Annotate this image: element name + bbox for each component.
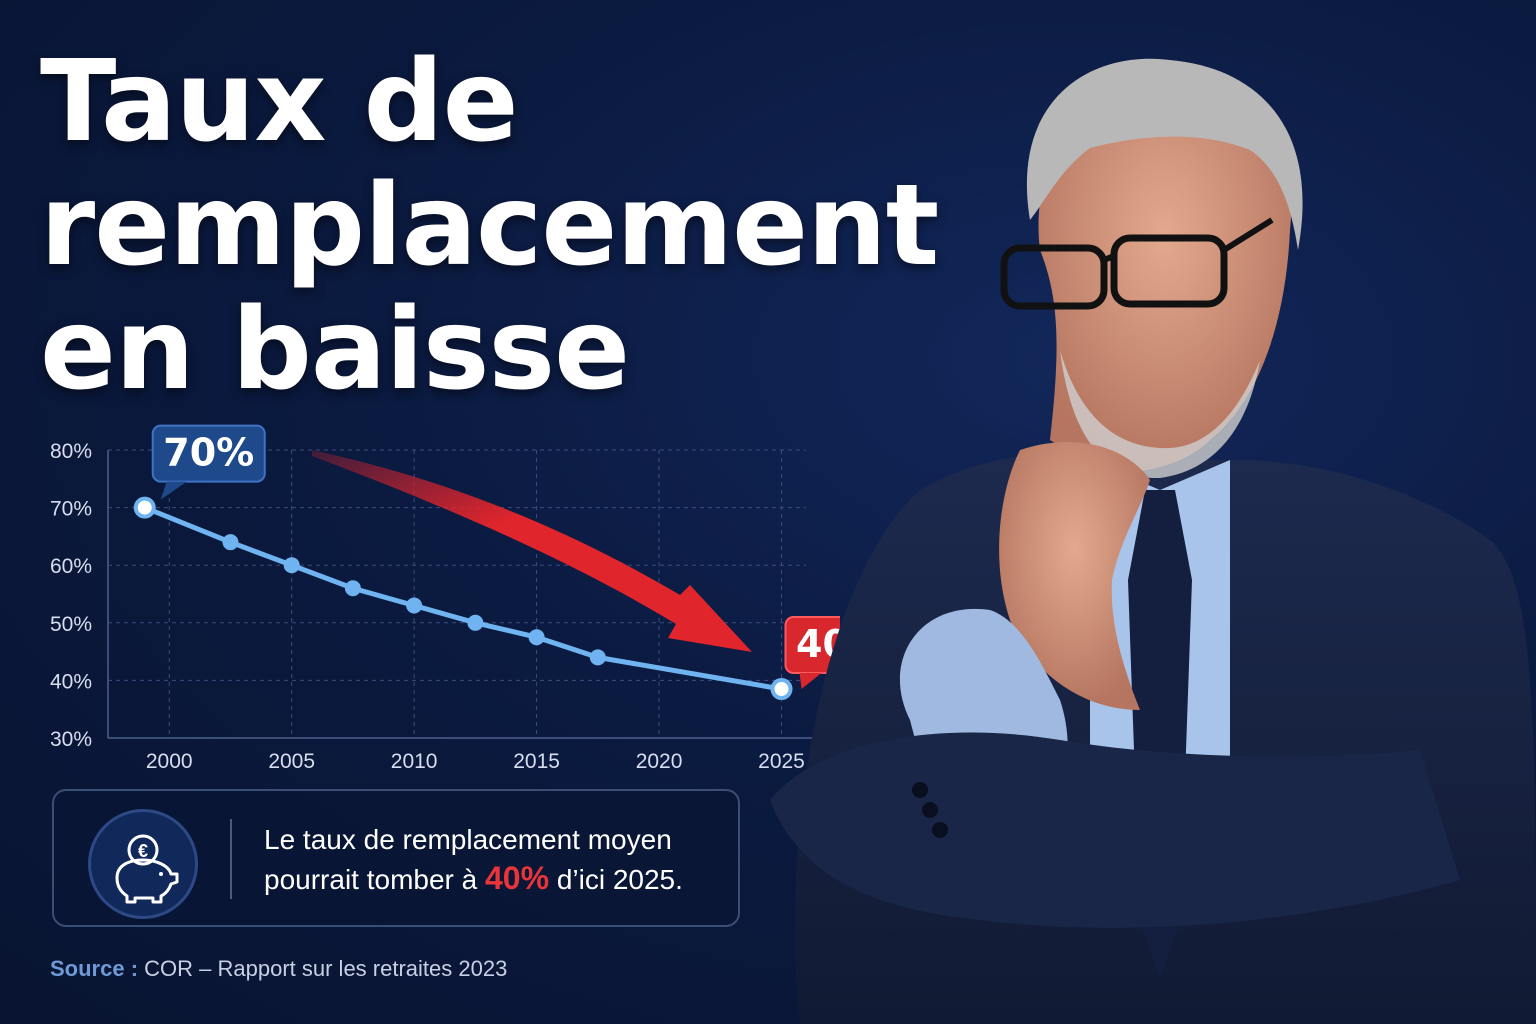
data-point	[406, 597, 423, 614]
callout-tail	[799, 673, 822, 690]
title-line-2: remplacement	[40, 161, 939, 291]
data-point	[133, 496, 156, 519]
value-callout: 70%	[151, 424, 266, 500]
data-point	[528, 629, 545, 646]
source-text: COR – Rapport sur les retraites 2023	[144, 956, 508, 981]
line-chart: 30% 40% 50% 60% 70% 80% 2000 2005 2010 2015 2020 20…	[50, 424, 840, 773]
x-tick-label: 2025	[758, 750, 805, 773]
info-line-1: Le taux de remplacement moyen	[264, 824, 672, 855]
x-tick-label: 2015	[513, 750, 560, 773]
info-line-2-end: d’ici 2025.	[556, 864, 683, 895]
info-callout: € Le taux de remplacement moyen pourrait…	[52, 789, 740, 927]
x-tick-label: 2020	[636, 750, 683, 773]
x-tick-label: 2010	[391, 750, 438, 773]
data-point	[283, 557, 300, 574]
info-highlight: 40%	[485, 860, 550, 896]
divider	[230, 819, 232, 899]
y-tick-label: 30%	[50, 728, 92, 751]
callout-box	[151, 424, 266, 483]
data-point	[770, 678, 793, 701]
value-callout: 40%	[784, 616, 840, 690]
source-label: Source :	[50, 956, 139, 981]
trend-arrow	[312, 450, 752, 652]
title-line-1: Taux de	[40, 37, 519, 167]
y-tick-label: 40%	[50, 670, 92, 693]
x-tick-label: 2005	[268, 750, 315, 773]
callout-tail	[160, 481, 187, 500]
y-tick-label: 60%	[50, 555, 92, 578]
page-title: Taux de remplacement en baisse	[40, 37, 939, 415]
title-line-3: en baisse	[40, 285, 630, 415]
pensive-man-photo	[770, 58, 1536, 1024]
piggy-bank-euro-icon: €	[88, 809, 198, 919]
info-line-2-start: pourrait tomber à	[264, 864, 478, 895]
data-point	[344, 580, 361, 597]
x-tick-label: 2000	[146, 750, 193, 773]
info-text: Le taux de remplacement moyen pourrait t…	[264, 821, 724, 899]
euro-symbol: €	[138, 841, 148, 861]
y-tick-label: 80%	[50, 440, 92, 463]
data-point	[467, 614, 484, 631]
y-tick-label: 70%	[50, 498, 92, 521]
callout-box	[784, 616, 840, 675]
data-point	[222, 534, 239, 551]
y-tick-label: 50%	[50, 613, 92, 636]
data-point	[589, 649, 606, 666]
source-note: Source : COR – Rapport sur les retraites…	[50, 956, 507, 982]
callout-label: 70%	[163, 431, 254, 475]
